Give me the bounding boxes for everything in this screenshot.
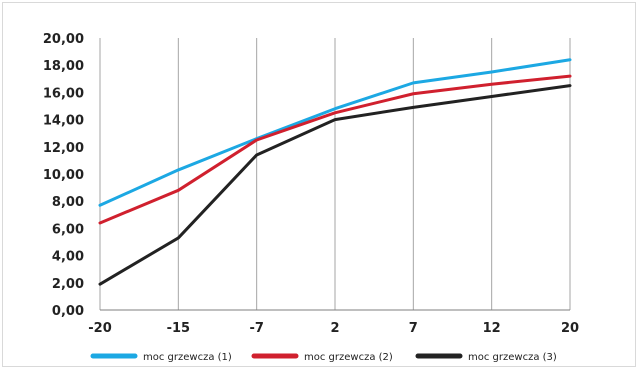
x-tick-label: 7 <box>409 321 418 336</box>
y-tick-label: 6,00 <box>52 222 84 237</box>
x-tick-label: -7 <box>249 321 263 336</box>
x-tick-label: 2 <box>330 321 339 336</box>
y-tick-label: 20,00 <box>43 32 84 47</box>
y-tick-label: 14,00 <box>43 114 84 129</box>
y-tick-label: 18,00 <box>43 59 84 74</box>
y-tick-label: 0,00 <box>52 304 84 319</box>
series-line <box>98 58 572 207</box>
y-tick-label: 10,00 <box>43 168 84 183</box>
x-tick-label: -20 <box>88 321 112 336</box>
series-line <box>98 74 572 225</box>
y-tick-label: 2,00 <box>52 277 84 292</box>
x-tick-label: -15 <box>167 321 191 336</box>
x-tick-label: 20 <box>561 321 579 336</box>
y-tick-label: 12,00 <box>43 141 84 156</box>
y-tick-label: 4,00 <box>52 250 84 265</box>
x-tick-label: 12 <box>483 321 501 336</box>
legend-label: moc grzewcza (3) <box>468 352 557 363</box>
legend-label: moc grzewcza (2) <box>304 352 393 363</box>
y-tick-label: 8,00 <box>52 195 84 210</box>
legend-label: moc grzewcza (1) <box>143 352 232 363</box>
chart-frame <box>2 2 636 367</box>
y-tick-label: 16,00 <box>43 86 84 101</box>
series-line <box>98 84 572 286</box>
